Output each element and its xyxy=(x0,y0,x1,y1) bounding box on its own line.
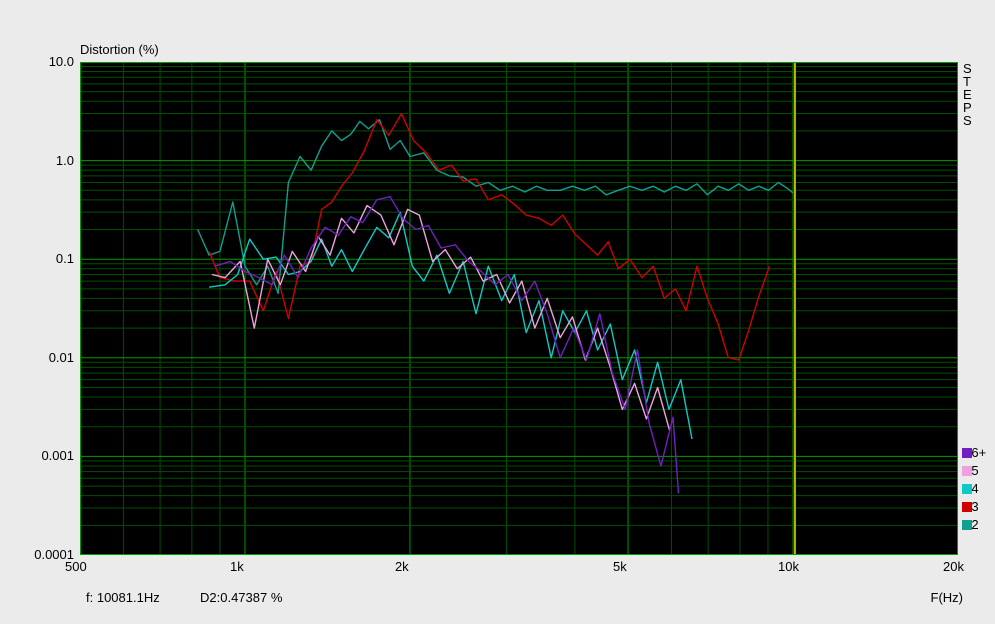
x-tick-label: 500 xyxy=(65,559,87,574)
x-tick-label: 10k xyxy=(778,559,799,574)
legend-swatch xyxy=(962,484,972,494)
y-tick-label: 0.1 xyxy=(56,251,74,266)
x-tick-label: 1k xyxy=(230,559,244,574)
cursor-f-readout: f: 10081.1Hz xyxy=(86,590,160,605)
y-tick-label: 0.01 xyxy=(49,350,74,365)
y-tick-label: 10.0 xyxy=(49,54,74,69)
cursor-d2-readout: D2:0.47387 % xyxy=(200,590,282,605)
chart-container: Distortion (%) STEPS 0.00010.0010.010.11… xyxy=(0,0,995,624)
series-D3 xyxy=(209,114,769,360)
legend-item-D5[interactable]: D5 xyxy=(962,463,979,478)
x-tick-label: 5k xyxy=(613,559,627,574)
series-D6+ xyxy=(215,197,679,494)
legend-item-D2[interactable]: D2 xyxy=(962,517,979,532)
legend-swatch xyxy=(962,520,972,530)
chart-svg xyxy=(0,0,995,624)
legend-swatch xyxy=(962,448,972,458)
legend-item-D4[interactable]: D4 xyxy=(962,481,979,496)
steps-label: STEPS xyxy=(963,62,972,127)
legend-item-D3[interactable]: D3 xyxy=(962,499,979,514)
x-axis-title: F(Hz) xyxy=(931,590,964,605)
y-tick-label: 0.001 xyxy=(41,448,74,463)
x-tick-label: 2k xyxy=(395,559,409,574)
x-tick-label: 20k xyxy=(943,559,964,574)
legend-swatch xyxy=(962,466,972,476)
legend-swatch xyxy=(962,502,972,512)
y-tick-label: 1.0 xyxy=(56,153,74,168)
legend-item-D6+[interactable]: D6+ xyxy=(962,445,986,460)
